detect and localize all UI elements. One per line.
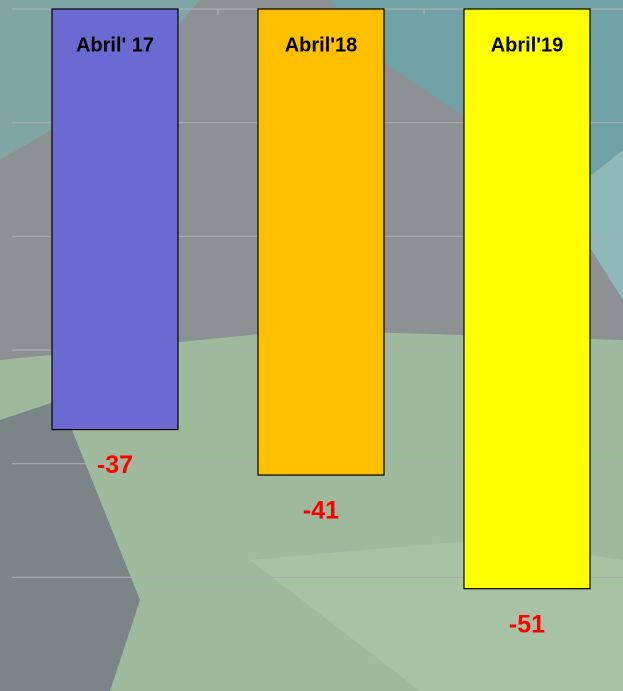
bar <box>463 8 591 590</box>
category-label: Abril' 17 <box>76 34 154 56</box>
value-label: -51 <box>509 610 545 638</box>
category-label: Abril'19 <box>491 34 564 56</box>
value-label: -41 <box>303 497 339 525</box>
bar <box>51 8 179 431</box>
category-label: Abril'18 <box>285 34 358 56</box>
bar <box>257 8 385 476</box>
value-label: -37 <box>97 451 133 479</box>
